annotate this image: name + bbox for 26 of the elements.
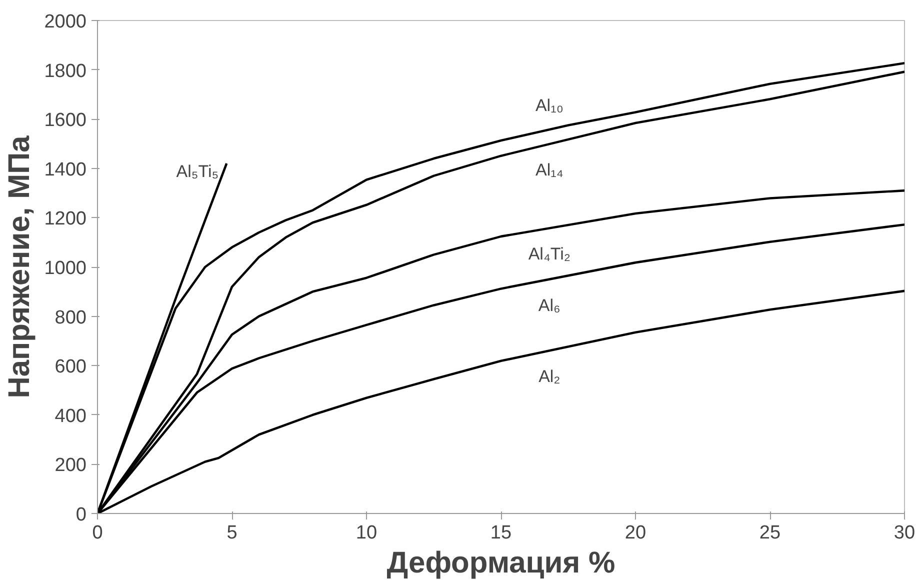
y-tick-label: 2000: [44, 12, 87, 32]
series-label: Al₂: [538, 367, 560, 386]
series-label: Al₄Ti₂: [528, 244, 571, 264]
y-tick-label: 0: [76, 504, 87, 526]
series-label: Al₁₀: [535, 96, 564, 116]
y-axis-title: Напряжение, МПа: [3, 135, 36, 398]
x-tick-label: 30: [894, 522, 916, 544]
x-tick-label: 25: [759, 522, 781, 544]
series-label: Al₆: [538, 296, 560, 315]
y-tick-label: 1600: [44, 110, 87, 132]
y-tick-label: 1400: [44, 159, 87, 180]
x-axis-title: Деформация %: [386, 546, 616, 580]
y-tick-label: 400: [54, 406, 86, 427]
x-tick-label: 15: [490, 522, 512, 544]
y-tick-label: 1000: [44, 258, 87, 279]
y-tick-label: 600: [54, 356, 86, 378]
x-tick-label: 5: [226, 522, 238, 544]
x-tick-label: 20: [624, 522, 646, 544]
x-tick-label: 10: [356, 522, 378, 544]
y-tick-label: 1800: [44, 60, 87, 82]
y-tick-label: 200: [54, 455, 86, 476]
y-tick-label: 1200: [44, 208, 87, 230]
series-label: Al₅Ti₅: [176, 162, 219, 181]
series-label: Al₁₄: [536, 160, 564, 180]
x-tick-label: 0: [92, 522, 103, 544]
y-tick-label: 800: [54, 307, 86, 328]
